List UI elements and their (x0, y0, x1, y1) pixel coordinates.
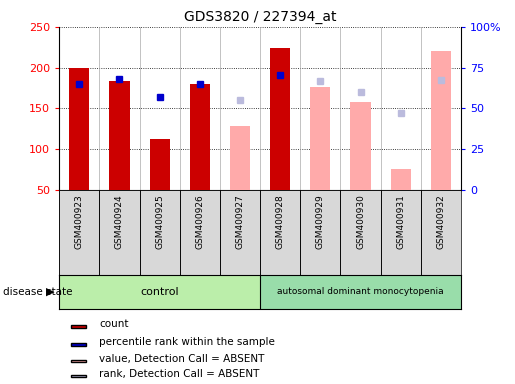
Bar (99, 190, 140, 275)
Text: GSM400923: GSM400923 (75, 194, 84, 249)
Text: GSM400928: GSM400928 (276, 194, 285, 249)
Bar (59, 275, 260, 309)
Bar (381, 190, 421, 275)
Text: autosomal dominant monocytopenia: autosomal dominant monocytopenia (277, 287, 444, 296)
Text: disease state: disease state (3, 287, 72, 297)
Text: GSM400925: GSM400925 (155, 194, 164, 249)
Text: GSM400931: GSM400931 (396, 194, 405, 249)
Title: GDS3820 / 227394_at: GDS3820 / 227394_at (184, 10, 336, 25)
Text: GSM400929: GSM400929 (316, 194, 325, 249)
Text: ▶: ▶ (46, 287, 55, 297)
Bar (340, 190, 381, 275)
Text: count: count (99, 319, 129, 329)
Bar (310, 87, 330, 190)
Bar (190, 84, 210, 190)
Text: GSM400927: GSM400927 (235, 194, 245, 249)
Text: value, Detection Call = ABSENT: value, Detection Call = ABSENT (99, 354, 265, 364)
FancyBboxPatch shape (71, 343, 85, 346)
Bar (140, 190, 180, 275)
Text: percentile rank within the sample: percentile rank within the sample (99, 337, 276, 347)
FancyBboxPatch shape (71, 360, 85, 362)
Bar (390, 169, 410, 190)
Bar (69, 68, 89, 190)
Bar (230, 126, 250, 190)
Text: GSM400926: GSM400926 (195, 194, 204, 249)
Text: GSM400932: GSM400932 (436, 194, 445, 249)
Text: control: control (140, 287, 179, 297)
Text: rank, Detection Call = ABSENT: rank, Detection Call = ABSENT (99, 369, 260, 379)
Bar (300, 190, 340, 275)
Bar (260, 275, 461, 309)
FancyBboxPatch shape (71, 325, 85, 328)
Bar (220, 190, 260, 275)
Bar (180, 190, 220, 275)
Bar (421, 190, 461, 275)
Text: GSM400930: GSM400930 (356, 194, 365, 249)
Bar (350, 102, 370, 190)
FancyBboxPatch shape (71, 375, 85, 377)
Bar (260, 190, 300, 275)
Bar (270, 48, 290, 190)
Bar (109, 81, 129, 190)
Text: GSM400924: GSM400924 (115, 194, 124, 249)
Bar (59, 190, 99, 275)
Bar (149, 139, 169, 190)
Bar (431, 51, 451, 190)
